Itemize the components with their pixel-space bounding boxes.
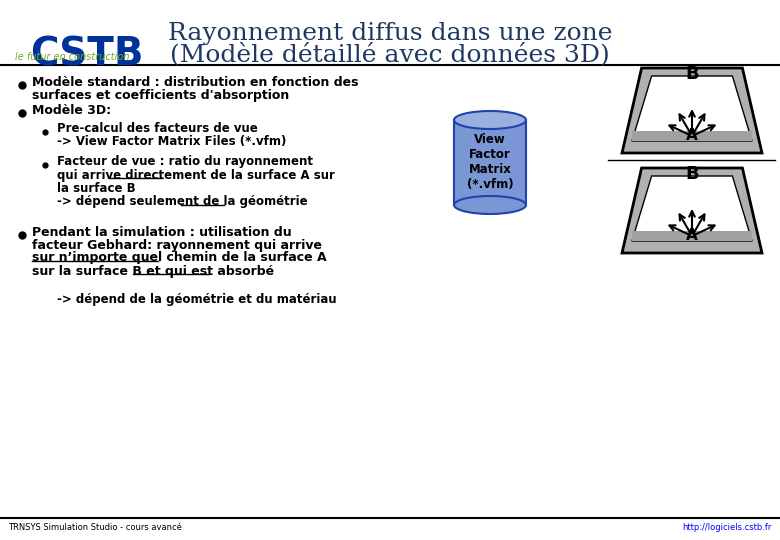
Ellipse shape — [454, 111, 526, 129]
Polygon shape — [632, 76, 752, 141]
Text: Pendant la simulation : utilisation du: Pendant la simulation : utilisation du — [32, 226, 292, 239]
Text: -> dépend de la géométrie et du matériau: -> dépend de la géométrie et du matériau — [57, 294, 337, 307]
Text: -> View Factor Matrix Files (*.vfm): -> View Factor Matrix Files (*.vfm) — [57, 136, 286, 148]
Text: Modèle standard : distribution en fonction des: Modèle standard : distribution en foncti… — [32, 76, 359, 89]
Text: qui arrive directement de la surface A sur: qui arrive directement de la surface A s… — [57, 168, 335, 181]
Text: A: A — [686, 228, 698, 244]
Text: Modèle 3D:: Modèle 3D: — [32, 104, 111, 117]
Polygon shape — [632, 131, 752, 141]
Polygon shape — [622, 168, 762, 253]
Text: -> dépend seulement de la géométrie: -> dépend seulement de la géométrie — [57, 195, 307, 208]
Text: sur n’importe quel chemin de la surface A: sur n’importe quel chemin de la surface … — [32, 252, 327, 265]
Text: la surface B: la surface B — [57, 181, 136, 194]
Text: B: B — [685, 165, 699, 183]
Text: Pre-calcul des facteurs de vue: Pre-calcul des facteurs de vue — [57, 123, 257, 136]
Text: View
Factor
Matrix
(*.vfm): View Factor Matrix (*.vfm) — [466, 133, 513, 191]
Text: TRNSYS Simulation Studio - cours avancé: TRNSYS Simulation Studio - cours avancé — [8, 523, 182, 532]
Text: Rayonnement diffus dans une zone: Rayonnement diffus dans une zone — [168, 22, 612, 45]
Text: le futur en construction: le futur en construction — [15, 52, 129, 62]
Text: facteur Gebhard: rayonnement qui arrive: facteur Gebhard: rayonnement qui arrive — [32, 239, 322, 252]
Text: sur la surface B et qui est absorbé: sur la surface B et qui est absorbé — [32, 265, 274, 278]
Text: A: A — [686, 129, 698, 144]
FancyBboxPatch shape — [454, 120, 526, 205]
Text: B: B — [685, 65, 699, 83]
Text: Facteur de vue : ratio du rayonnement: Facteur de vue : ratio du rayonnement — [57, 156, 313, 168]
Text: http://logiciels.cstb.fr: http://logiciels.cstb.fr — [682, 523, 772, 532]
Text: surfaces et coefficients d'absorption: surfaces et coefficients d'absorption — [32, 89, 289, 102]
Polygon shape — [632, 231, 752, 241]
Ellipse shape — [454, 196, 526, 214]
Polygon shape — [632, 176, 752, 241]
Text: (Modèle détaillé avec données 3D): (Modèle détaillé avec données 3D) — [170, 42, 610, 66]
Polygon shape — [622, 68, 762, 153]
Text: CSTB: CSTB — [30, 35, 144, 73]
